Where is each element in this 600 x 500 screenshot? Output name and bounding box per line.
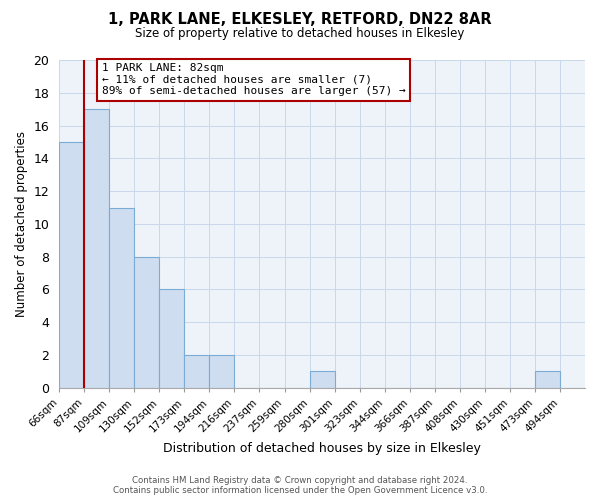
Bar [209,355,235,388]
Bar [109,208,134,388]
Bar [535,372,560,388]
X-axis label: Distribution of detached houses by size in Elkesley: Distribution of detached houses by size … [163,442,481,455]
Bar [310,372,335,388]
Text: 1 PARK LANE: 82sqm
← 11% of detached houses are smaller (7)
89% of semi-detached: 1 PARK LANE: 82sqm ← 11% of detached hou… [102,64,406,96]
Y-axis label: Number of detached properties: Number of detached properties [15,131,28,317]
Bar [184,355,209,388]
Bar [59,142,84,388]
Text: Contains HM Land Registry data © Crown copyright and database right 2024.
Contai: Contains HM Land Registry data © Crown c… [113,476,487,495]
Bar [160,290,184,388]
Bar [84,109,109,388]
Bar [134,256,160,388]
Text: Size of property relative to detached houses in Elkesley: Size of property relative to detached ho… [136,28,464,40]
Text: 1, PARK LANE, ELKESLEY, RETFORD, DN22 8AR: 1, PARK LANE, ELKESLEY, RETFORD, DN22 8A… [108,12,492,28]
